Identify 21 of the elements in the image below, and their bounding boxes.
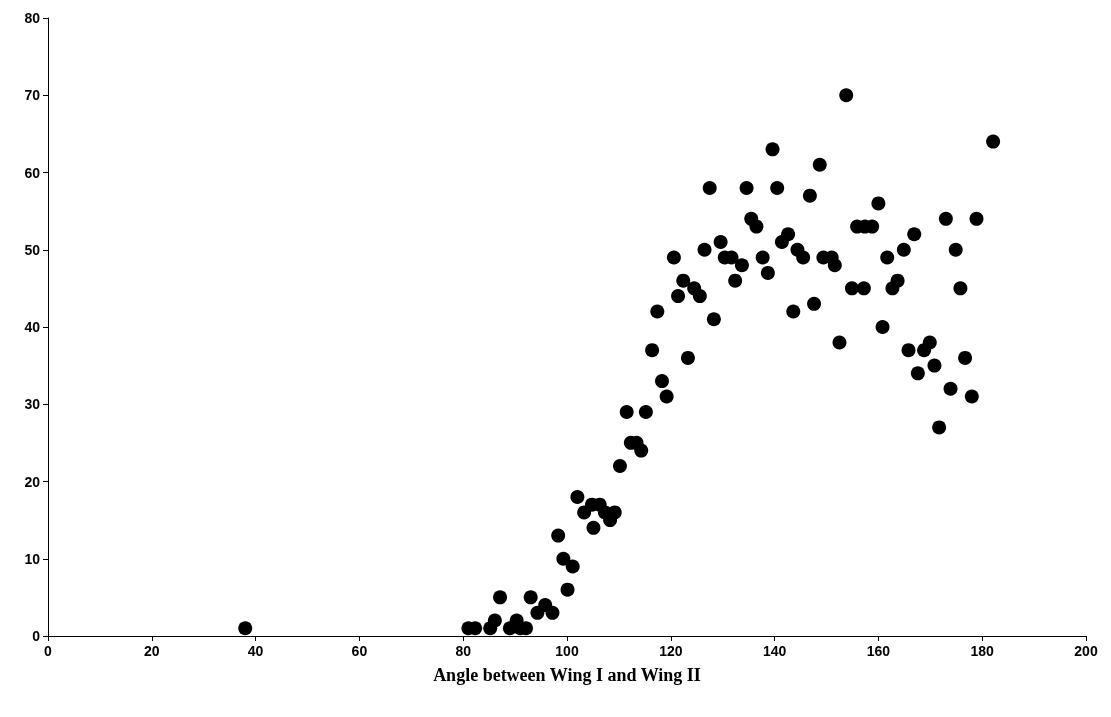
- x-tick-label: 80: [455, 643, 472, 659]
- y-tick-label: 20: [24, 473, 41, 490]
- x-tick-label: 40: [247, 643, 264, 659]
- y-tick-label: 50: [24, 241, 41, 258]
- x-tick-label: 120: [659, 643, 683, 659]
- x-tick-label: 180: [970, 643, 995, 659]
- x-axis-title: Angle between Wing I and Wing II: [433, 665, 701, 685]
- x-tick-label: 200: [1074, 643, 1098, 659]
- x-tick-label: 140: [762, 643, 787, 659]
- y-tick-label: 70: [24, 87, 41, 104]
- x-tick-label: 100: [555, 643, 579, 659]
- x-tick-label: 20: [144, 643, 160, 659]
- y-tick-label: 10: [24, 550, 41, 567]
- x-tick-label: 60: [351, 643, 368, 659]
- y-tick-label: 30: [24, 396, 41, 413]
- x-tick-label: 160: [866, 643, 891, 659]
- x-tick-label: 0: [44, 643, 53, 659]
- y-tick-label: 40: [24, 319, 41, 335]
- y-tick-label: 80: [24, 10, 41, 26]
- y-tick-label: 0: [32, 628, 41, 644]
- y-tick-label: 60: [24, 164, 41, 181]
